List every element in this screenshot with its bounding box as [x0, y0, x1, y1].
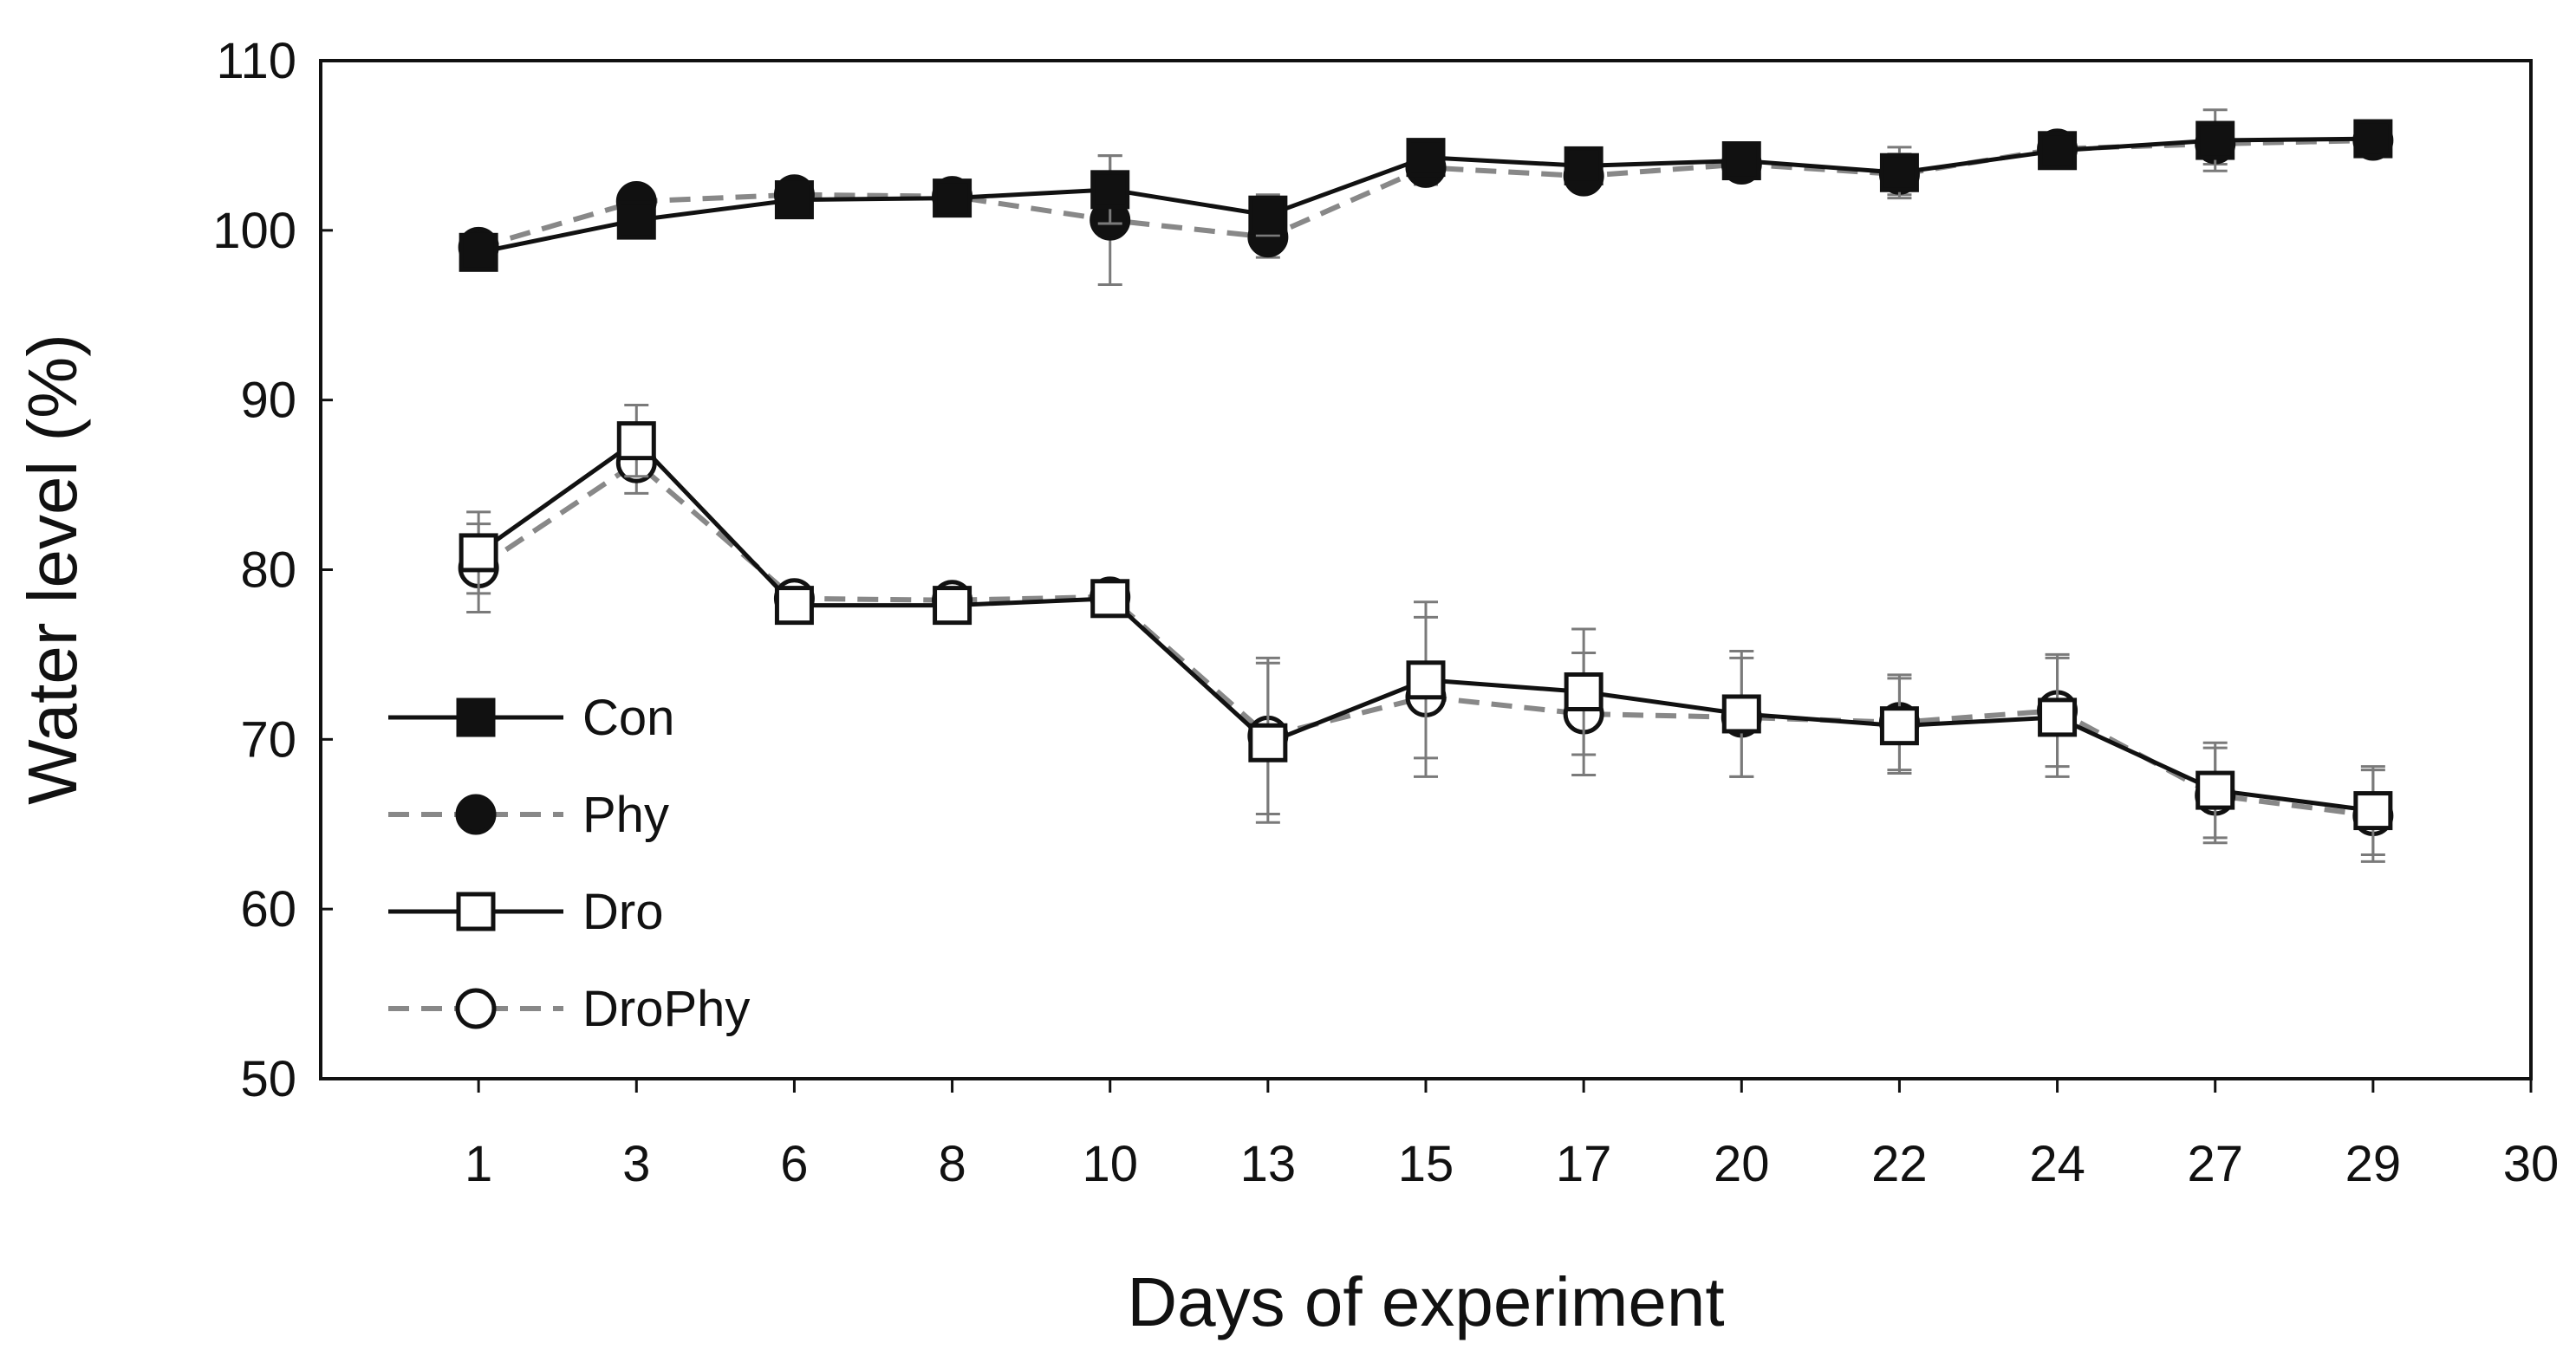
data-point-con: [2353, 119, 2393, 159]
data-point-con: [1879, 152, 1919, 192]
legend: Con Phy Dro DroPhy: [388, 690, 750, 1037]
series-con: [459, 108, 2393, 272]
data-point-dro: [774, 586, 814, 626]
data-point-con: [1564, 146, 1603, 185]
y-tick-label: 50: [240, 1051, 296, 1107]
y-tick-label: 110: [217, 33, 296, 89]
data-point-dro: [2038, 697, 2078, 737]
x-axis-title: Days of experiment: [1127, 1263, 1724, 1340]
legend-label-con: Con: [582, 690, 674, 746]
x-tick-label: 20: [1714, 1136, 1770, 1192]
x-tick-label: 13: [1240, 1136, 1297, 1192]
x-tick-label: 15: [1398, 1136, 1454, 1192]
data-point-dro: [616, 421, 656, 461]
data-point-con: [1721, 141, 1761, 181]
data-point-con: [2195, 120, 2235, 160]
series-layer: [458, 108, 2394, 863]
y-tick-label: 100: [212, 203, 296, 259]
x-tick-label: 10: [1082, 1136, 1138, 1192]
x-tick-label: 30: [2503, 1136, 2560, 1192]
data-point-con: [1406, 138, 1446, 178]
y-axis-ticks: 50 60 70 80 90 100 110: [212, 33, 333, 1107]
legend-label-phy: Phy: [582, 787, 669, 843]
x-axis-ticks: 1 3 6 8 10 13 15 17 20 22 24 27 29 30: [465, 1079, 2559, 1192]
data-point-dro: [933, 586, 973, 626]
legend-label-drophy: DroPhy: [582, 981, 750, 1037]
data-point-dro: [2353, 791, 2393, 831]
data-point-dro: [2195, 770, 2235, 810]
data-point-dro: [459, 533, 498, 573]
x-tick-label: 17: [1556, 1136, 1612, 1192]
legend-label-dro: Dro: [582, 884, 663, 940]
data-point-con: [2038, 131, 2078, 171]
legend-item-phy: Phy: [388, 787, 669, 843]
x-tick-label: 6: [780, 1136, 808, 1192]
legend-item-con: Con: [388, 690, 674, 746]
data-point-dro: [1721, 694, 1761, 734]
legend-marker-dro: [456, 892, 496, 931]
data-point-dro: [1879, 706, 1919, 746]
y-tick-label: 80: [240, 542, 296, 599]
legend-marker-con: [456, 697, 496, 737]
x-tick-label: 8: [938, 1136, 966, 1192]
y-tick-label: 60: [240, 881, 296, 938]
x-tick-label: 24: [2029, 1136, 2085, 1192]
x-tick-label: 1: [465, 1136, 492, 1192]
data-point-dro: [1248, 723, 1288, 762]
legend-item-drophy: DroPhy: [388, 981, 750, 1037]
y-axis-title: Water level (%): [14, 334, 91, 805]
data-point-con: [774, 180, 814, 220]
data-point-dro: [1564, 672, 1603, 711]
data-point-dro: [1090, 579, 1130, 619]
x-tick-label: 29: [2345, 1136, 2402, 1192]
data-point-dro: [1406, 660, 1446, 700]
series-dro: [459, 404, 2393, 856]
data-point-con: [1248, 195, 1288, 235]
y-tick-label: 90: [240, 373, 296, 429]
legend-item-dro: Dro: [388, 884, 663, 940]
y-tick-label: 70: [240, 711, 296, 768]
x-tick-label: 22: [1871, 1136, 1928, 1192]
legend-marker-phy: [455, 794, 497, 835]
data-point-con: [933, 178, 973, 218]
data-point-con: [459, 232, 498, 272]
x-tick-label: 27: [2187, 1136, 2243, 1192]
data-point-con: [1090, 170, 1130, 210]
x-tick-label: 3: [622, 1136, 650, 1192]
legend-marker-drophy: [455, 988, 497, 1029]
data-point-con: [616, 200, 656, 240]
